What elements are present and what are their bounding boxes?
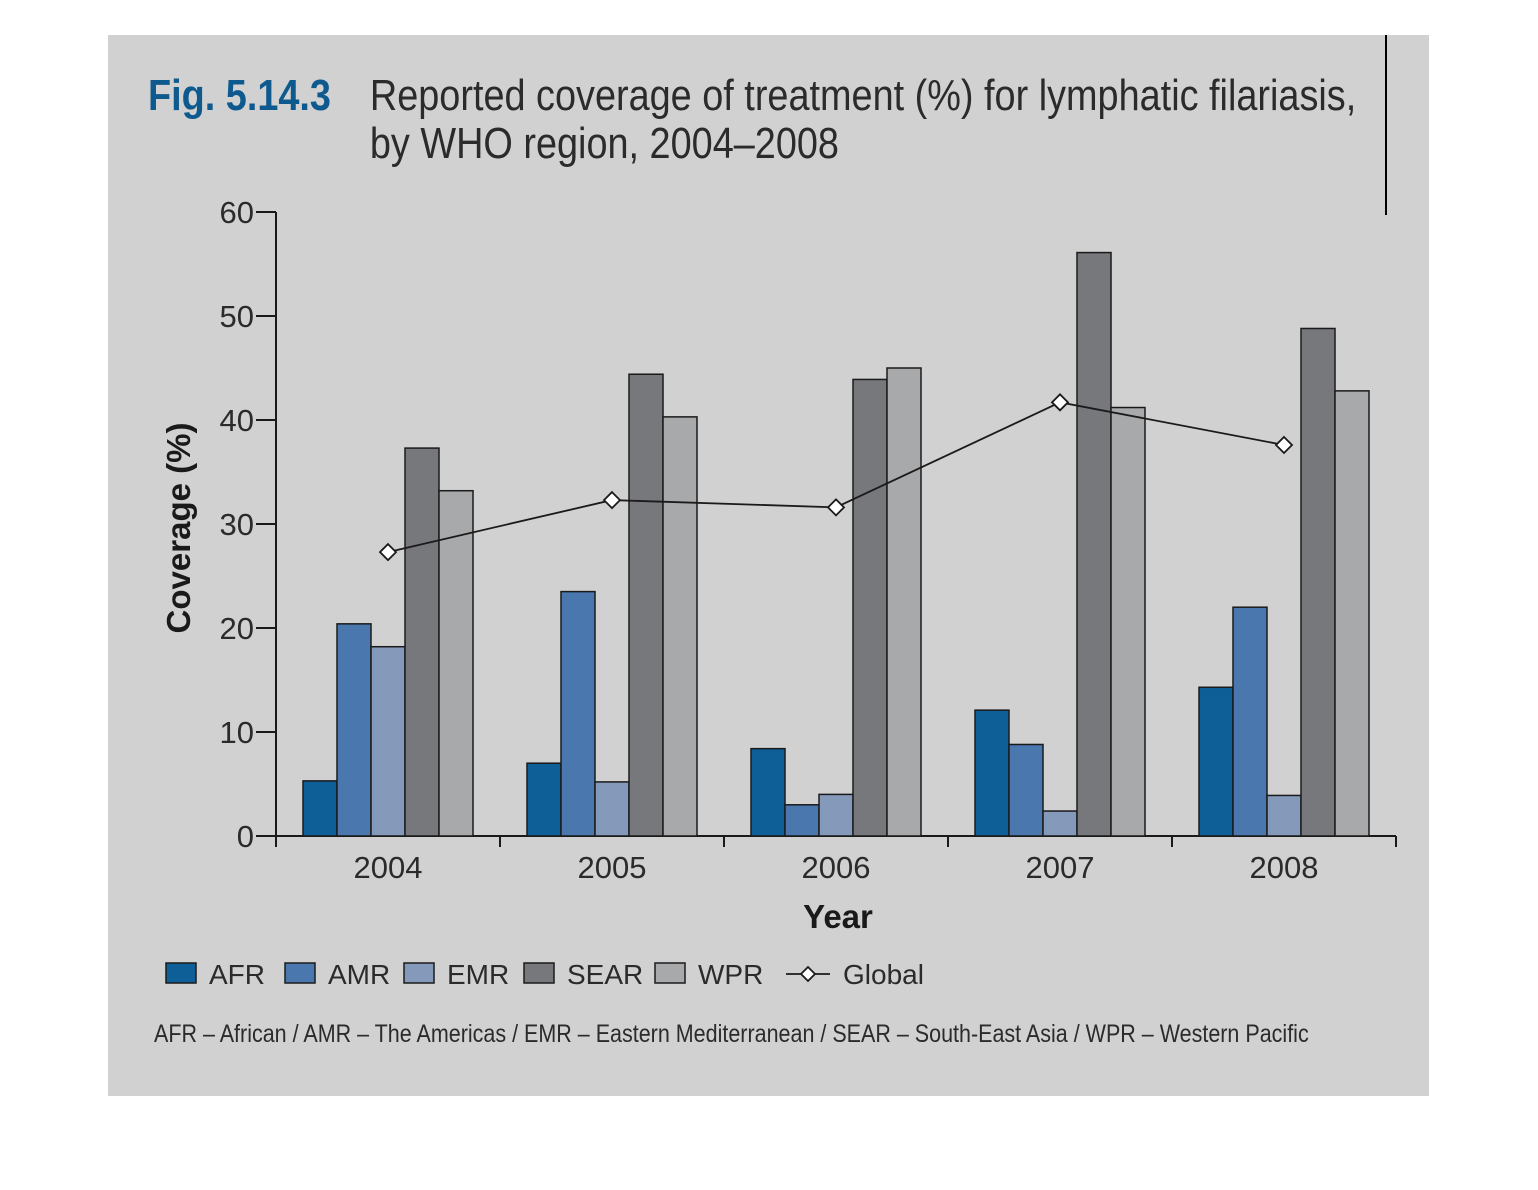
bar-wpr-2006 xyxy=(886,367,922,837)
y-tick-label: 40 xyxy=(220,403,254,438)
global-line xyxy=(378,393,1294,562)
figure-panel xyxy=(108,35,1429,1096)
figure-label: Fig. 5.14.3 xyxy=(148,71,331,120)
x-axis-title: Year xyxy=(803,898,873,935)
series-line-global xyxy=(387,401,1285,553)
bar-afr-2008 xyxy=(1198,686,1234,837)
footnote: AFR – African / AMR – The Americas / EMR… xyxy=(154,1020,1309,1048)
bar-wpr-2005 xyxy=(662,416,698,837)
legend-marker-global xyxy=(799,965,817,983)
y-tick-label: 0 xyxy=(237,819,254,854)
bar-wpr-2008 xyxy=(1334,390,1370,837)
legend-swatch-wpr xyxy=(654,962,686,984)
frame-line xyxy=(1385,35,1387,215)
y-tick-label: 30 xyxy=(220,507,254,542)
bar-emr-2008 xyxy=(1266,794,1302,837)
point-global-2005 xyxy=(602,490,622,510)
x-tick-label: 2007 xyxy=(1026,850,1095,885)
bar-amr-2008 xyxy=(1232,606,1268,837)
x-tick-label: 2004 xyxy=(354,850,423,885)
legend-swatch-sear xyxy=(523,962,555,984)
legend-label-emr: EMR xyxy=(447,959,509,990)
bar-sear-2006 xyxy=(852,378,888,837)
bars xyxy=(302,251,1370,837)
x-axis: 2004 2005 2006 2007 2008 xyxy=(275,835,1397,885)
y-tick-label: 20 xyxy=(220,611,254,646)
bar-amr-2007 xyxy=(1008,743,1044,837)
x-tick-label: 2006 xyxy=(802,850,871,885)
bar-amr-2006 xyxy=(784,804,820,837)
y-tick-label: 50 xyxy=(220,299,254,334)
x-tick-label: 2005 xyxy=(578,850,647,885)
legend-swatch-afr xyxy=(165,962,197,984)
y-axis-title: Coverage (%) xyxy=(160,423,197,634)
legend-label-afr: AFR xyxy=(209,959,265,990)
legend-label-sear: SEAR xyxy=(567,959,643,990)
bar-sear-2005 xyxy=(628,373,664,837)
bar-afr-2005 xyxy=(526,762,562,837)
title-line-2: by WHO region, 2004–2008 xyxy=(369,119,839,168)
legend-label-amr: AMR xyxy=(328,959,390,990)
point-global-2008 xyxy=(1274,435,1294,455)
bar-emr-2006 xyxy=(818,793,854,837)
x-tick-label: 2008 xyxy=(1250,850,1319,885)
legend: AFR AMR EMR SEAR WPR Global xyxy=(165,959,924,990)
bar-emr-2004 xyxy=(370,645,406,837)
bar-afr-2004 xyxy=(302,780,338,837)
bar-wpr-2004 xyxy=(438,489,474,837)
bar-wpr-2007 xyxy=(1110,406,1146,837)
legend-label-global: Global xyxy=(843,959,924,990)
bar-afr-2007 xyxy=(974,709,1010,837)
bar-emr-2005 xyxy=(594,781,630,837)
legend-swatch-emr xyxy=(403,962,435,984)
point-global-2004 xyxy=(378,542,398,562)
bar-amr-2004 xyxy=(336,623,372,837)
y-tick-label: 10 xyxy=(220,715,254,750)
bar-emr-2007 xyxy=(1042,810,1078,837)
title-line-1: Reported coverage of treatment (%) for l… xyxy=(369,71,1357,120)
legend-label-wpr: WPR xyxy=(698,959,763,990)
y-axis: 0 10 20 30 40 50 60 xyxy=(220,195,277,854)
bar-afr-2006 xyxy=(750,747,786,837)
bar-amr-2005 xyxy=(560,590,596,837)
y-tick-label: 60 xyxy=(220,195,254,230)
bar-sear-2008 xyxy=(1300,327,1336,837)
legend-swatch-amr xyxy=(284,962,316,984)
bar-sear-2007 xyxy=(1076,251,1112,837)
point-global-2006 xyxy=(826,498,846,517)
point-global-2007 xyxy=(1050,393,1070,412)
bar-sear-2004 xyxy=(404,447,440,837)
